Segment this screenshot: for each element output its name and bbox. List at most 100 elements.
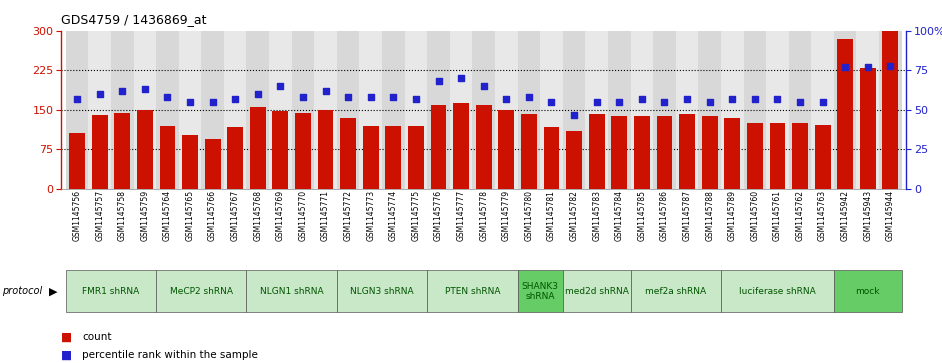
- Point: [70, 96, 85, 102]
- Bar: [382, 31, 405, 189]
- Bar: [837, 39, 853, 189]
- Bar: [724, 118, 740, 189]
- Point: [138, 86, 153, 92]
- Bar: [315, 31, 337, 189]
- Point: [409, 96, 424, 102]
- Bar: [679, 114, 695, 189]
- Bar: [317, 110, 333, 189]
- Bar: [453, 103, 469, 189]
- Bar: [473, 31, 495, 189]
- Bar: [405, 31, 428, 189]
- Bar: [883, 31, 899, 189]
- Point: [770, 96, 785, 102]
- Text: protocol: protocol: [2, 286, 42, 296]
- Text: PTEN shRNA: PTEN shRNA: [445, 287, 500, 296]
- Bar: [634, 116, 650, 189]
- Text: luciferase shRNA: luciferase shRNA: [739, 287, 816, 296]
- Bar: [385, 126, 401, 189]
- Point: [273, 83, 288, 89]
- Point: [341, 94, 356, 100]
- Bar: [521, 114, 537, 189]
- Bar: [202, 31, 224, 189]
- Text: med2d shRNA: med2d shRNA: [565, 287, 628, 296]
- Bar: [156, 31, 179, 189]
- Bar: [269, 31, 292, 189]
- Bar: [589, 114, 605, 189]
- Bar: [517, 31, 540, 189]
- Bar: [430, 105, 447, 189]
- Bar: [476, 105, 492, 189]
- Point: [498, 96, 513, 102]
- Text: ■: ■: [61, 330, 73, 343]
- Bar: [585, 31, 608, 189]
- Bar: [792, 123, 808, 189]
- Point: [860, 64, 875, 70]
- Text: mef2a shRNA: mef2a shRNA: [645, 287, 706, 296]
- Bar: [653, 31, 675, 189]
- Bar: [562, 31, 585, 189]
- Bar: [408, 126, 424, 189]
- Bar: [360, 31, 382, 189]
- Bar: [182, 135, 198, 189]
- Point: [544, 99, 559, 105]
- Point: [792, 99, 807, 105]
- Bar: [224, 31, 247, 189]
- Bar: [292, 31, 315, 189]
- Text: ■: ■: [61, 348, 73, 362]
- Point: [815, 99, 830, 105]
- Point: [364, 94, 379, 100]
- Text: GDS4759 / 1436869_at: GDS4759 / 1436869_at: [61, 13, 206, 26]
- Bar: [137, 110, 153, 189]
- Point: [747, 96, 762, 102]
- Point: [386, 94, 401, 100]
- Point: [724, 96, 739, 102]
- Bar: [630, 31, 653, 189]
- Bar: [91, 115, 107, 189]
- Bar: [702, 116, 718, 189]
- Bar: [337, 31, 360, 189]
- Bar: [495, 31, 517, 189]
- Point: [679, 96, 694, 102]
- Point: [205, 99, 220, 105]
- Bar: [747, 123, 763, 189]
- Bar: [608, 31, 630, 189]
- Bar: [856, 31, 879, 189]
- Point: [566, 112, 581, 118]
- Point: [611, 99, 626, 105]
- Bar: [66, 31, 89, 189]
- Point: [657, 99, 672, 105]
- Text: NLGN3 shRNA: NLGN3 shRNA: [350, 287, 414, 296]
- Bar: [834, 31, 856, 189]
- Bar: [611, 116, 627, 189]
- Bar: [114, 114, 130, 189]
- Bar: [675, 31, 698, 189]
- Point: [92, 91, 107, 97]
- Point: [883, 63, 898, 69]
- Bar: [272, 111, 288, 189]
- Bar: [450, 31, 473, 189]
- Bar: [544, 127, 560, 189]
- Text: count: count: [82, 332, 111, 342]
- Bar: [657, 116, 673, 189]
- Bar: [540, 31, 562, 189]
- Bar: [340, 118, 356, 189]
- Point: [431, 78, 447, 84]
- Point: [318, 88, 333, 94]
- Point: [837, 64, 853, 70]
- Bar: [721, 31, 743, 189]
- Bar: [766, 31, 788, 189]
- Text: FMR1 shRNA: FMR1 shRNA: [82, 287, 139, 296]
- Point: [296, 94, 311, 100]
- Point: [183, 99, 198, 105]
- Point: [702, 99, 717, 105]
- Text: SHANK3
shRNA: SHANK3 shRNA: [522, 282, 559, 301]
- Bar: [788, 31, 811, 189]
- Point: [160, 94, 175, 100]
- Text: ▶: ▶: [48, 286, 57, 296]
- Bar: [363, 126, 379, 189]
- Point: [521, 94, 536, 100]
- Point: [589, 99, 604, 105]
- Point: [251, 91, 266, 97]
- Bar: [159, 126, 175, 189]
- Bar: [204, 139, 220, 189]
